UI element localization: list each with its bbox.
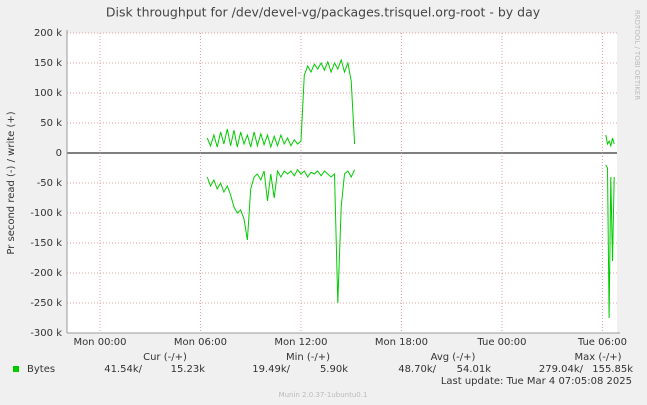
footer: Munin 2.0.37-1ubuntu0.1 bbox=[279, 391, 368, 399]
y-tick-label: 0 bbox=[56, 148, 62, 159]
last-update: Last update: Tue Mar 4 07:05:08 2025 bbox=[441, 376, 632, 387]
series-line bbox=[206, 58, 615, 149]
x-tick-label: Tue 06:00 bbox=[577, 337, 627, 348]
y-tick-label: 150 k bbox=[34, 58, 62, 69]
x-tick-label: Mon 00:00 bbox=[73, 337, 126, 348]
x-tick-label: Tue 00:00 bbox=[476, 337, 526, 348]
series-line bbox=[206, 164, 615, 319]
legend-value: 48.70k/ bbox=[398, 364, 436, 375]
x-tick-label: Mon 18:00 bbox=[375, 337, 428, 348]
watermark: RRDTOOL / TOBI OETIKER bbox=[633, 10, 641, 100]
y-tick-label: 100 k bbox=[34, 88, 62, 99]
y-tick-label: -250 k bbox=[30, 298, 62, 309]
legend-header: Min (-/+) bbox=[286, 352, 330, 363]
legend-value: 5.90k bbox=[320, 364, 348, 375]
legend-value: 15.23k bbox=[171, 364, 206, 375]
y-tick-label: -200 k bbox=[30, 268, 62, 279]
x-tick-label: Mon 06:00 bbox=[174, 337, 227, 348]
legend-value: 279.04k/ bbox=[539, 364, 584, 375]
legend-value: 155.85k bbox=[592, 364, 633, 375]
y-tick-label: 200 k bbox=[34, 28, 62, 39]
legend-header: Avg (-/+) bbox=[431, 352, 476, 363]
y-tick-label: -50 k bbox=[37, 178, 63, 189]
y-tick-label: -300 k bbox=[30, 328, 62, 339]
legend-value: 54.01k bbox=[457, 364, 492, 375]
plot-area bbox=[67, 33, 617, 333]
chart-title: Disk throughput for /dev/devel-vg/packag… bbox=[106, 5, 541, 20]
legend-value: 19.49k/ bbox=[252, 364, 290, 375]
y-tick-label: -150 k bbox=[30, 238, 62, 249]
legend-swatch bbox=[13, 366, 19, 372]
y-tick-label: 50 k bbox=[40, 118, 62, 129]
legend-header: Max (-/+) bbox=[574, 352, 621, 363]
legend-header: Cur (-/+) bbox=[143, 352, 187, 363]
x-tick-label: Mon 12:00 bbox=[274, 337, 327, 348]
y-axis-label: Pr second read (-) / write (+) bbox=[6, 111, 17, 254]
legend-label: Bytes bbox=[27, 364, 55, 375]
legend-value: 41.54k/ bbox=[104, 364, 142, 375]
y-tick-label: -100 k bbox=[30, 208, 62, 219]
